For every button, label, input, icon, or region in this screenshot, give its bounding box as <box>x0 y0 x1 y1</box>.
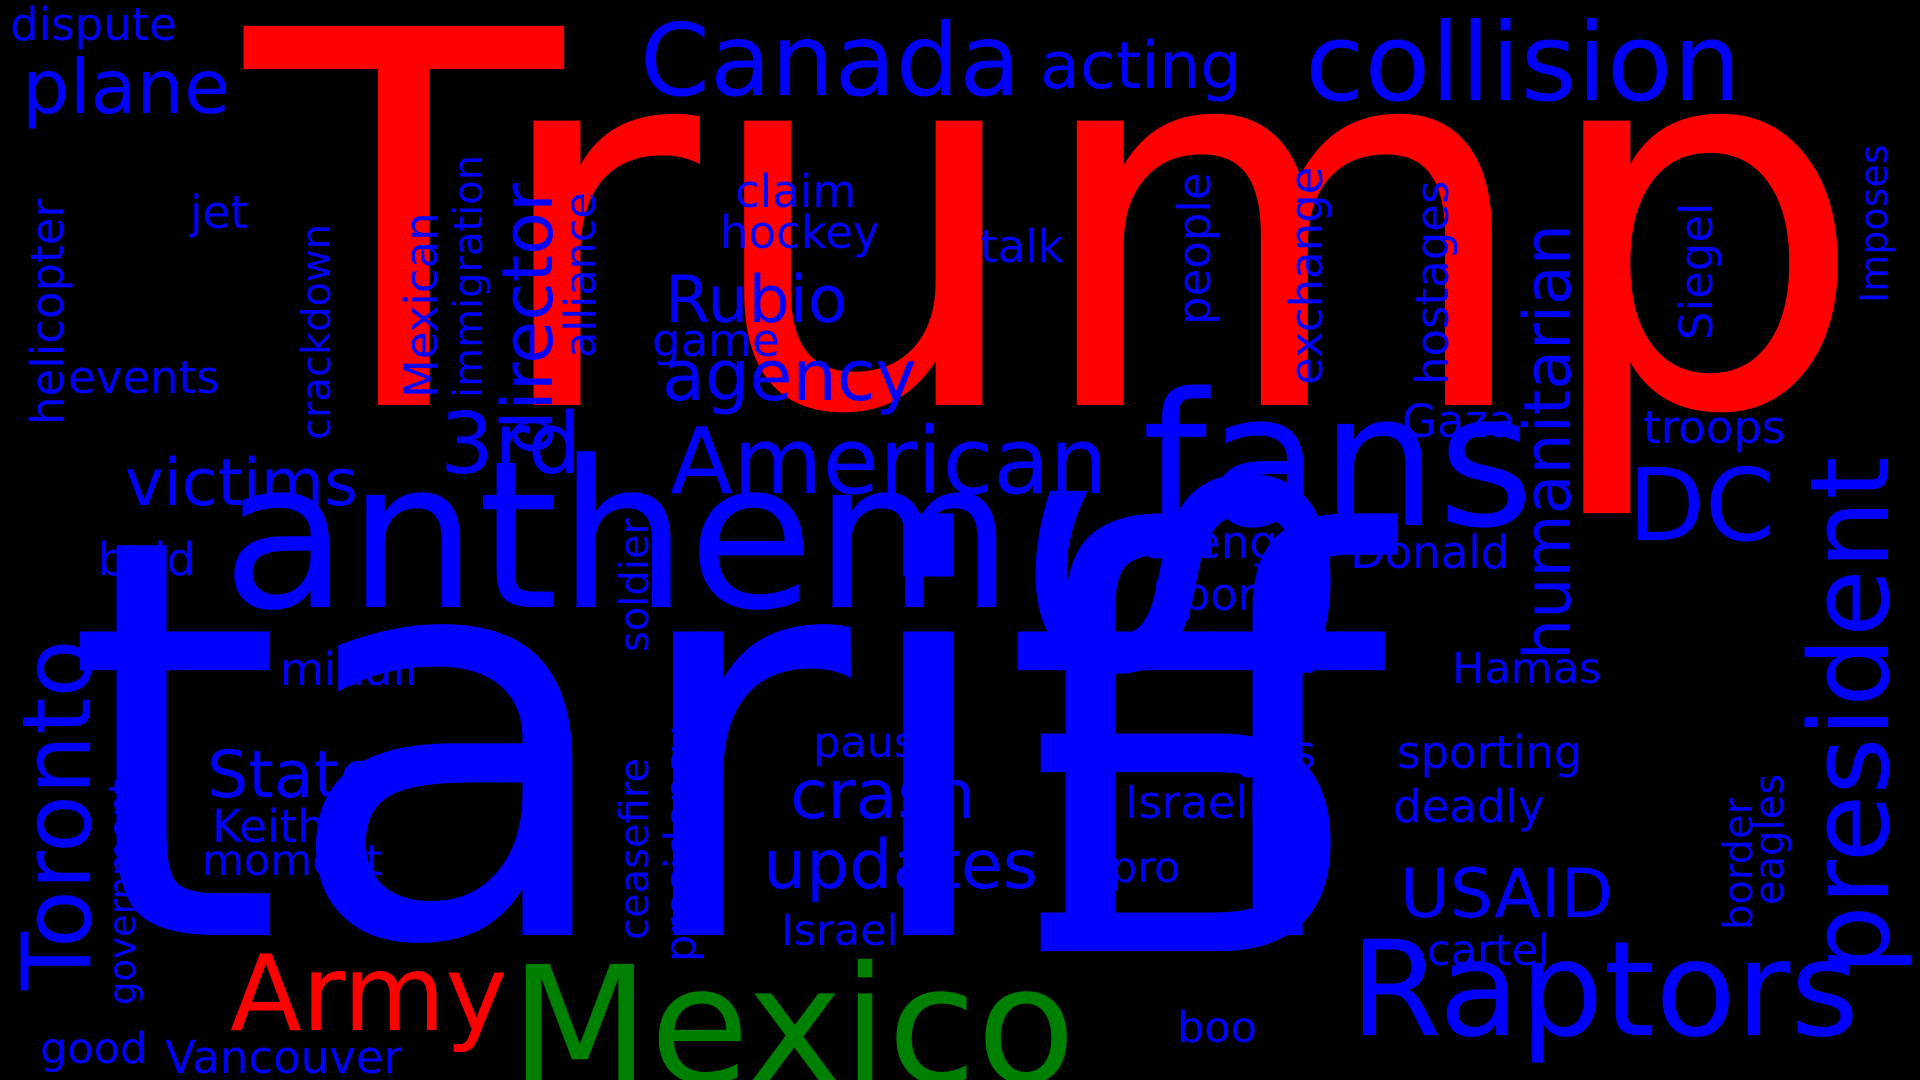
word-third: 3rd <box>440 395 582 494</box>
word-israel: Israel <box>781 906 899 956</box>
word-rubio: Rubio <box>665 263 848 338</box>
word-jet: jet <box>189 186 248 239</box>
word-alliance: alliance <box>556 192 606 358</box>
word-dispute: dispute <box>10 0 177 51</box>
word-crackdown: crackdown <box>294 224 340 440</box>
word-crash: crash <box>790 756 976 835</box>
word-raptors: Raptors <box>1350 913 1859 1067</box>
word-hostages: hostages <box>1406 181 1459 385</box>
word-pro: pro <box>1110 843 1180 893</box>
word-presidency: presidency <box>656 727 706 962</box>
word-american: American <box>670 408 1108 515</box>
word-humanitarian: humanitarian <box>1511 224 1586 660</box>
word-siegel: Siegel <box>1670 202 1723 340</box>
word-pause: pause <box>813 718 943 768</box>
word-mexico: Mexico <box>510 933 1076 1080</box>
word-boo: boo <box>1177 1003 1257 1053</box>
word-government: government <box>101 779 144 1005</box>
word-dc: DC <box>1628 447 1775 564</box>
word-exchange: exchange <box>1280 167 1333 385</box>
word-donald: Donald <box>1350 526 1509 579</box>
word-good: good <box>40 1024 147 1074</box>
word-ceasefire: ceasefire <box>612 758 658 940</box>
word-keith: Keith <box>212 800 326 853</box>
word-victims: victims <box>125 446 358 521</box>
word-anthem: anthem <box>222 418 1014 656</box>
word-claim: claim <box>735 165 856 218</box>
word-canada: Canada <box>640 2 1021 119</box>
word-midair: midair <box>280 643 424 696</box>
word-toronto: Toronto <box>3 639 113 991</box>
word-director: director <box>487 183 569 455</box>
word-hockey: hockey <box>720 206 880 259</box>
word-us: US <box>963 452 1417 985</box>
word-soldier: soldier <box>612 517 658 652</box>
word-gaza: Gaza <box>1402 395 1516 448</box>
word-agency: agency <box>662 335 917 417</box>
word-mexican: Mexican <box>395 212 448 398</box>
word-eagles: eagles <box>1747 774 1793 905</box>
word-talk: talk <box>980 220 1064 273</box>
word-army: Army <box>230 933 508 1055</box>
word-cartel: cartel <box>1427 926 1550 976</box>
word-fans: fans <box>1142 353 1534 569</box>
word-sports: Sports <box>1153 568 1297 621</box>
word-sporting: sporting <box>1397 726 1582 779</box>
word-imposes: Imposes <box>1852 144 1896 303</box>
word-game: game <box>652 314 780 367</box>
word-collision: collision <box>1305 1 1741 126</box>
word-acting: acting <box>1040 29 1242 104</box>
word-president: president <box>1786 456 1914 975</box>
word-updates: updates <box>763 826 1038 905</box>
word-bald: bald <box>98 533 195 586</box>
word-immigration: immigration <box>446 155 492 398</box>
word-state: State <box>207 738 379 813</box>
word-troops: troops <box>1643 401 1785 454</box>
word-trump: Trump <box>237 0 1866 528</box>
word-passenger: passenger <box>1090 516 1324 569</box>
word-tariff: tariff <box>65 420 1404 1066</box>
word-department: Department <box>1048 629 1308 679</box>
word-israeli: Israeli <box>1125 776 1260 829</box>
word-deadly: deadly <box>1393 780 1545 833</box>
word-events: events <box>68 351 220 404</box>
word-changes: changes <box>1127 726 1316 779</box>
word-usaid: USAID <box>1400 855 1613 934</box>
word-plane: plane <box>22 43 230 131</box>
word-moment: moment <box>202 836 383 886</box>
word-people: people <box>1168 172 1221 325</box>
word-hamas: Hamas <box>1452 644 1601 694</box>
word-border: border <box>1716 797 1762 930</box>
word-helicopter: helicopter <box>21 199 74 425</box>
word-vancouver: Vancouver <box>165 1031 402 1080</box>
